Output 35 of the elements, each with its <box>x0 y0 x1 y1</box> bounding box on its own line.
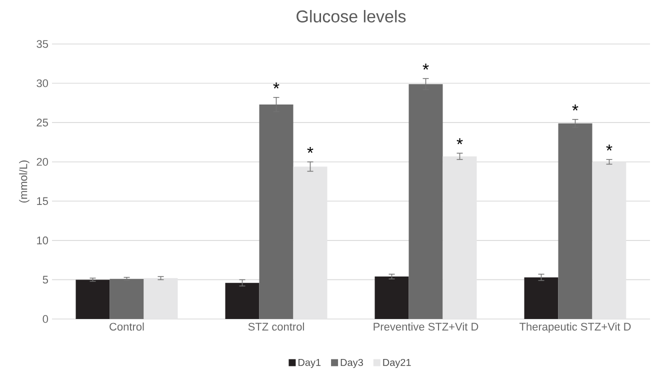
x-tick-label: Therapeutic STZ+Vit D <box>520 322 631 333</box>
annotation: * <box>307 146 314 153</box>
chart-title: Glucose levels <box>296 10 406 22</box>
y-tick-label: 10 <box>37 236 48 244</box>
y-tick-label: 25 <box>36 118 48 126</box>
annotation: * <box>606 144 612 151</box>
y-tick-label: 5 <box>42 276 48 284</box>
y-tick-label: 0 <box>42 315 48 323</box>
y-axis-title: (mmol/L) <box>19 160 30 203</box>
legend-label: Day1 <box>298 358 321 368</box>
bar <box>408 84 443 319</box>
bar <box>442 156 477 319</box>
annotation: * <box>572 104 578 110</box>
y-tick-label: 20 <box>36 158 48 166</box>
x-tick-label: STZ control <box>248 322 304 331</box>
bar <box>558 123 592 319</box>
y-tick-label: 15 <box>37 197 48 205</box>
annotation: * <box>456 138 463 144</box>
x-tick-label: Control <box>110 322 144 331</box>
bar <box>76 280 110 319</box>
bar <box>293 166 328 319</box>
legend-label: Day3 <box>340 358 363 368</box>
bar <box>374 276 409 319</box>
bar <box>592 162 626 319</box>
bar <box>144 278 178 319</box>
x-tick-label: Preventive STZ+Vit D <box>374 322 478 331</box>
bar <box>259 104 294 319</box>
legend-label: Day21 <box>383 358 411 368</box>
bar <box>225 282 260 319</box>
bar <box>110 278 144 319</box>
annotation: * <box>422 64 429 70</box>
y-tick-label: 30 <box>36 79 48 88</box>
annotation: * <box>273 82 280 88</box>
bar <box>524 277 558 319</box>
y-tick-label: 35 <box>36 40 48 48</box>
